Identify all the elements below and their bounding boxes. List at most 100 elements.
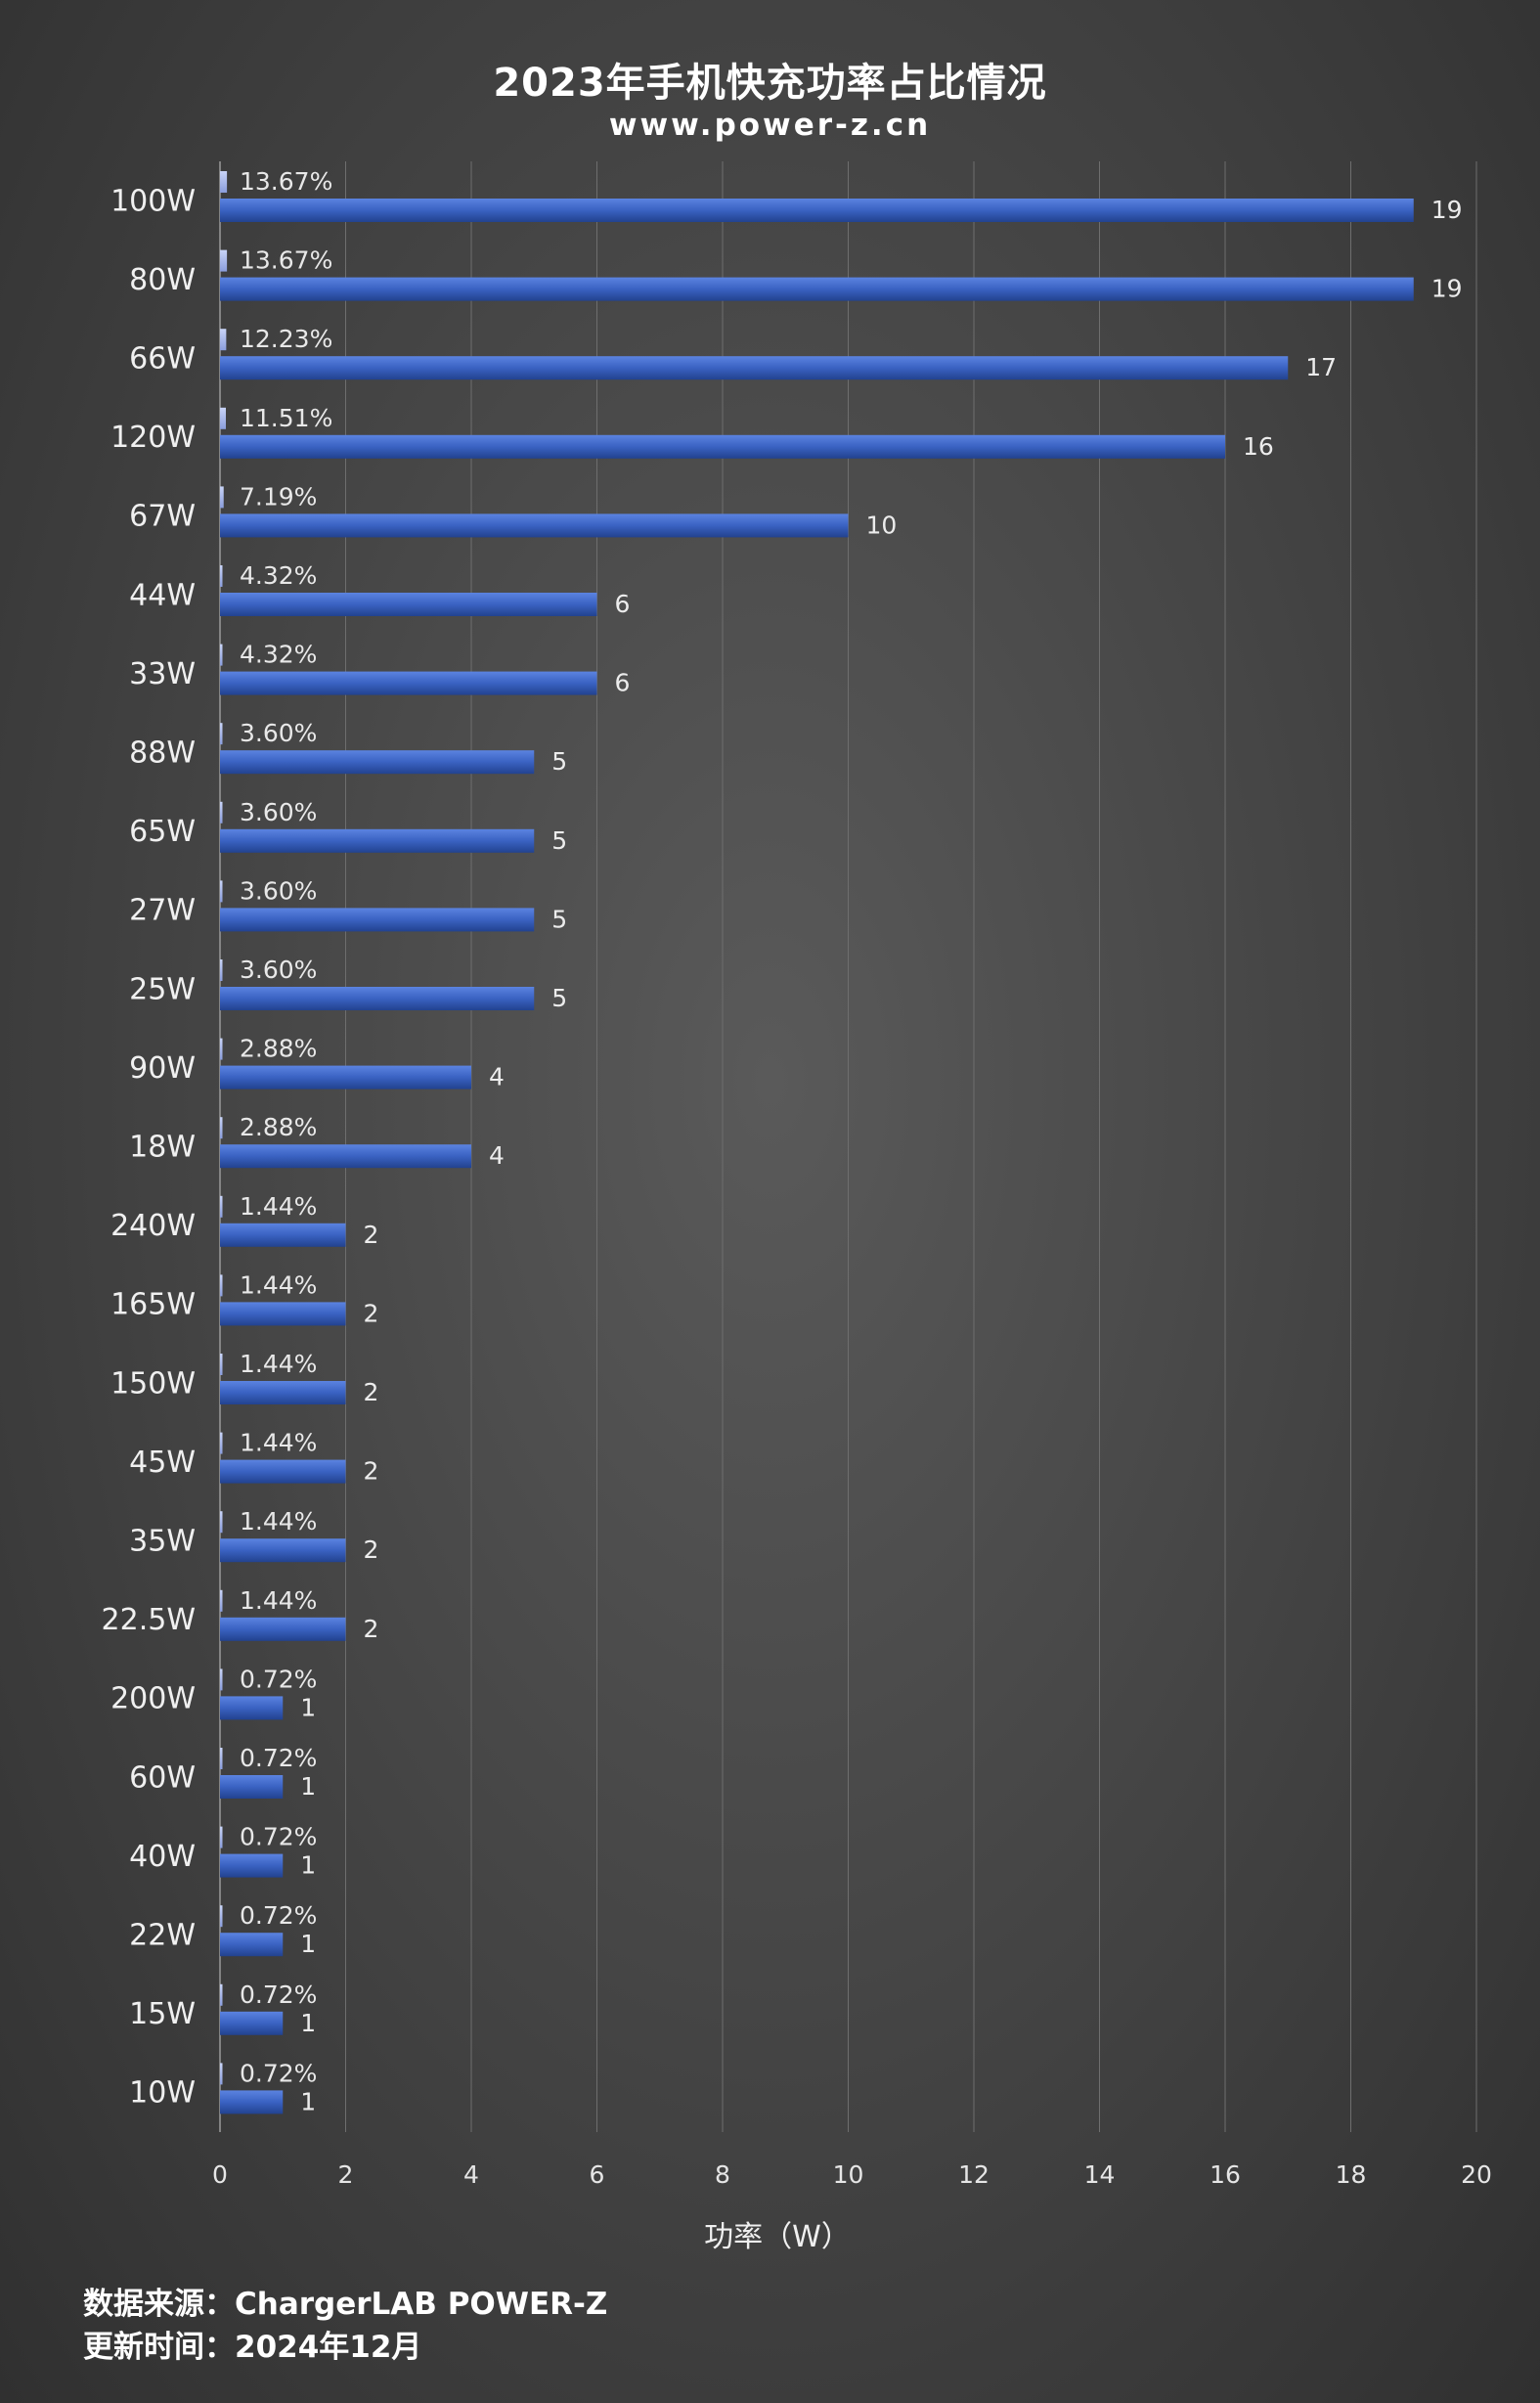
percentage-label: 0.72% bbox=[240, 1744, 317, 1772]
percentage-label: 3.60% bbox=[240, 798, 317, 826]
count-bar bbox=[220, 356, 1289, 380]
percentage-bar bbox=[220, 801, 223, 823]
count-label: 16 bbox=[1243, 432, 1274, 461]
y-category-label: 120W bbox=[110, 421, 196, 455]
y-category-label: 200W bbox=[110, 1682, 196, 1716]
percentage-label: 1.44% bbox=[240, 1586, 317, 1615]
count-label: 1 bbox=[300, 1930, 316, 1958]
y-category-label: 22.5W bbox=[102, 1603, 196, 1637]
percentage-bar bbox=[220, 407, 226, 429]
percentage-bar bbox=[220, 644, 223, 666]
percentage-label: 11.51% bbox=[240, 404, 332, 432]
count-label: 2 bbox=[364, 1378, 379, 1406]
count-bar bbox=[220, 1853, 284, 1878]
percentage-bar bbox=[220, 959, 223, 981]
count-bar bbox=[220, 908, 535, 932]
count-bar bbox=[220, 277, 1414, 301]
count-bar bbox=[220, 513, 849, 538]
percentage-bar bbox=[220, 1354, 223, 1375]
percentage-label: 1.44% bbox=[240, 1192, 317, 1221]
percentage-bar bbox=[220, 1905, 223, 1928]
count-bar bbox=[220, 199, 1414, 222]
x-tick-label: 12 bbox=[958, 2160, 990, 2189]
count-label: 1 bbox=[300, 1772, 316, 1801]
count-label: 5 bbox=[551, 747, 567, 776]
x-tick-label: 4 bbox=[463, 2160, 479, 2189]
percentage-bar bbox=[220, 1195, 223, 1218]
x-axis-title: 功率（W） bbox=[704, 2220, 851, 2254]
percentage-label: 0.72% bbox=[240, 1823, 317, 1851]
y-category-label: 25W bbox=[129, 972, 196, 1006]
percentage-label: 1.44% bbox=[240, 1270, 317, 1299]
y-category-label: 66W bbox=[129, 342, 196, 377]
count-label: 6 bbox=[615, 590, 631, 618]
percentage-bar bbox=[220, 2063, 223, 2085]
percentage-bar bbox=[220, 1983, 223, 2006]
count-label: 10 bbox=[866, 511, 898, 539]
count-bar bbox=[220, 1617, 346, 1641]
percentage-bar bbox=[220, 1274, 223, 1297]
count-label: 5 bbox=[551, 984, 567, 1012]
x-tick-label: 16 bbox=[1210, 2160, 1241, 2189]
count-bar bbox=[220, 671, 597, 695]
count-label: 2 bbox=[364, 1221, 379, 1249]
percentage-label: 3.60% bbox=[240, 719, 317, 747]
percentage-bar bbox=[220, 329, 227, 351]
y-category-label: 65W bbox=[129, 815, 196, 849]
percentage-bar bbox=[220, 1038, 223, 1060]
percentage-label: 7.19% bbox=[240, 482, 317, 511]
count-bar bbox=[220, 1381, 346, 1404]
count-label: 17 bbox=[1305, 353, 1337, 381]
percentage-bar bbox=[220, 1826, 223, 1848]
count-bar bbox=[220, 1144, 471, 1169]
chart-subtitle: www.power-z.cn bbox=[608, 108, 932, 143]
percentage-label: 3.60% bbox=[240, 956, 317, 984]
x-tick-label: 20 bbox=[1461, 2160, 1492, 2189]
update-date-note: 更新时间：2024年12月 bbox=[83, 2330, 422, 2365]
count-bar bbox=[220, 1302, 346, 1326]
percentage-label: 0.72% bbox=[240, 1980, 317, 2009]
y-category-label: 22W bbox=[129, 1919, 196, 1953]
count-label: 1 bbox=[300, 1693, 316, 1721]
y-category-label: 33W bbox=[129, 657, 196, 691]
percentage-label: 13.67% bbox=[240, 167, 332, 196]
y-category-label: 18W bbox=[129, 1131, 196, 1165]
y-category-label: 67W bbox=[129, 500, 196, 534]
percentage-label: 3.60% bbox=[240, 876, 317, 905]
count-label: 1 bbox=[300, 1851, 316, 1880]
count-bar bbox=[220, 2090, 284, 2114]
y-category-label: 10W bbox=[129, 2076, 196, 2111]
count-bar bbox=[220, 987, 535, 1010]
y-category-label: 60W bbox=[129, 1760, 196, 1795]
percentage-bar bbox=[220, 1432, 223, 1454]
percentage-bar bbox=[220, 1589, 223, 1612]
y-category-label: 80W bbox=[129, 263, 196, 297]
percentage-bar bbox=[220, 1117, 223, 1139]
count-bar bbox=[220, 1696, 284, 1720]
percentage-bar bbox=[220, 1511, 223, 1534]
data-source-note: 数据来源：ChargerLAB POWER-Z bbox=[83, 2287, 608, 2322]
percentage-bar bbox=[220, 565, 223, 587]
percentage-label: 2.88% bbox=[240, 1035, 317, 1063]
percentage-label: 4.32% bbox=[240, 561, 317, 590]
y-category-label: 88W bbox=[129, 736, 196, 771]
count-bar bbox=[220, 1065, 471, 1090]
percentage-label: 0.72% bbox=[240, 2059, 317, 2087]
percentage-label: 2.88% bbox=[240, 1113, 317, 1141]
count-bar bbox=[220, 593, 597, 616]
y-category-label: 150W bbox=[110, 1366, 196, 1401]
count-label: 2 bbox=[364, 1457, 379, 1486]
count-label: 6 bbox=[615, 669, 631, 697]
count-bar bbox=[220, 1538, 346, 1563]
percentage-label: 1.44% bbox=[240, 1350, 317, 1378]
count-bar bbox=[220, 1775, 284, 1799]
count-label: 19 bbox=[1431, 275, 1463, 303]
x-tick-label: 8 bbox=[715, 2160, 730, 2189]
count-label: 2 bbox=[364, 1615, 379, 1643]
labels: 0 2 4 6 8 10 12 14 16 18 20100W13.67%1980W13.67%19… bbox=[102, 167, 1492, 2189]
percentage-bar bbox=[220, 1669, 223, 1691]
percentage-label: 4.32% bbox=[240, 641, 317, 669]
x-tick-label: 6 bbox=[590, 2160, 605, 2189]
percentage-label: 12.23% bbox=[240, 325, 332, 353]
percentage-bar bbox=[220, 171, 228, 193]
